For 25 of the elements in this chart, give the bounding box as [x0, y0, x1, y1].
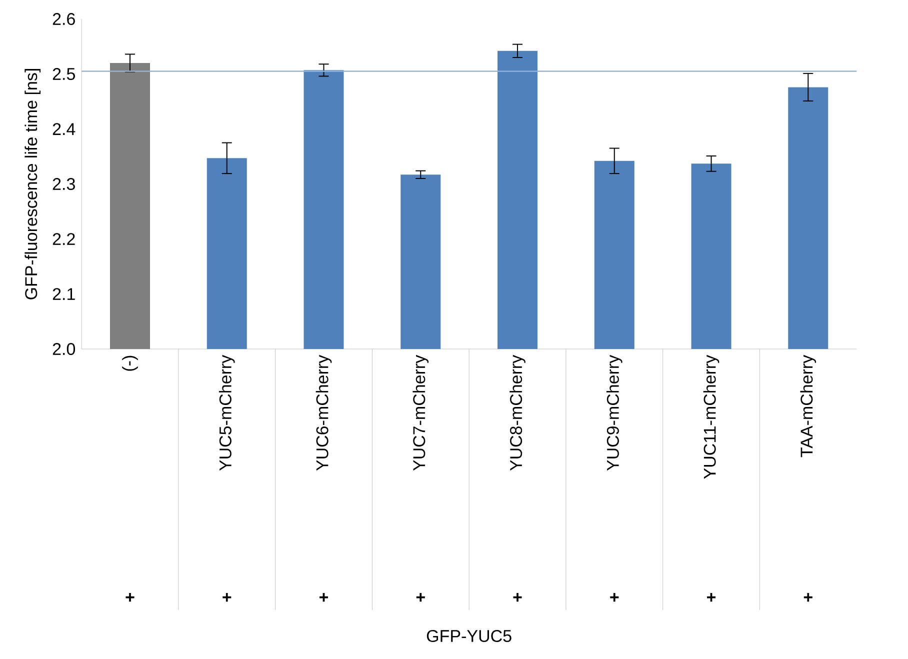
x-tick-label: YUC5-mCherry — [218, 354, 235, 471]
text: + — [707, 593, 716, 602]
y-tick-label: 2.1 — [52, 288, 75, 300]
text: + — [513, 593, 522, 602]
y-tick-label: 2.4 — [52, 123, 76, 135]
x-tick-label: YUC7-mCherry — [412, 354, 429, 471]
y-axis-title: GFP-fluorescence life time [ns] — [24, 69, 41, 300]
x-tick-label: YUC8-mCherry — [510, 354, 526, 471]
text: + — [320, 593, 328, 602]
x-tick-label: YUC6-mCherry — [316, 354, 332, 471]
text: GFP-YUC5 — [426, 630, 512, 642]
text: + — [416, 593, 425, 602]
text: + — [610, 593, 619, 602]
y-tick-label: 2.3 — [52, 178, 75, 190]
x-tick-label: (-) — [122, 356, 138, 371]
text: + — [804, 593, 812, 602]
y-tick-label: 2.6 — [52, 12, 75, 26]
x-tick-label: YUC11-mCherry — [703, 354, 720, 479]
y-tick-label: 2.5 — [52, 68, 75, 80]
x-tick-label: YUC9-mCherry — [606, 354, 622, 471]
text: + — [126, 593, 134, 602]
x-tick-label: TAA-mCherry — [800, 354, 816, 458]
y-tick-label: 2.0 — [52, 342, 76, 356]
y-tick-label: 2.2 — [52, 233, 75, 245]
text: + — [222, 593, 232, 602]
